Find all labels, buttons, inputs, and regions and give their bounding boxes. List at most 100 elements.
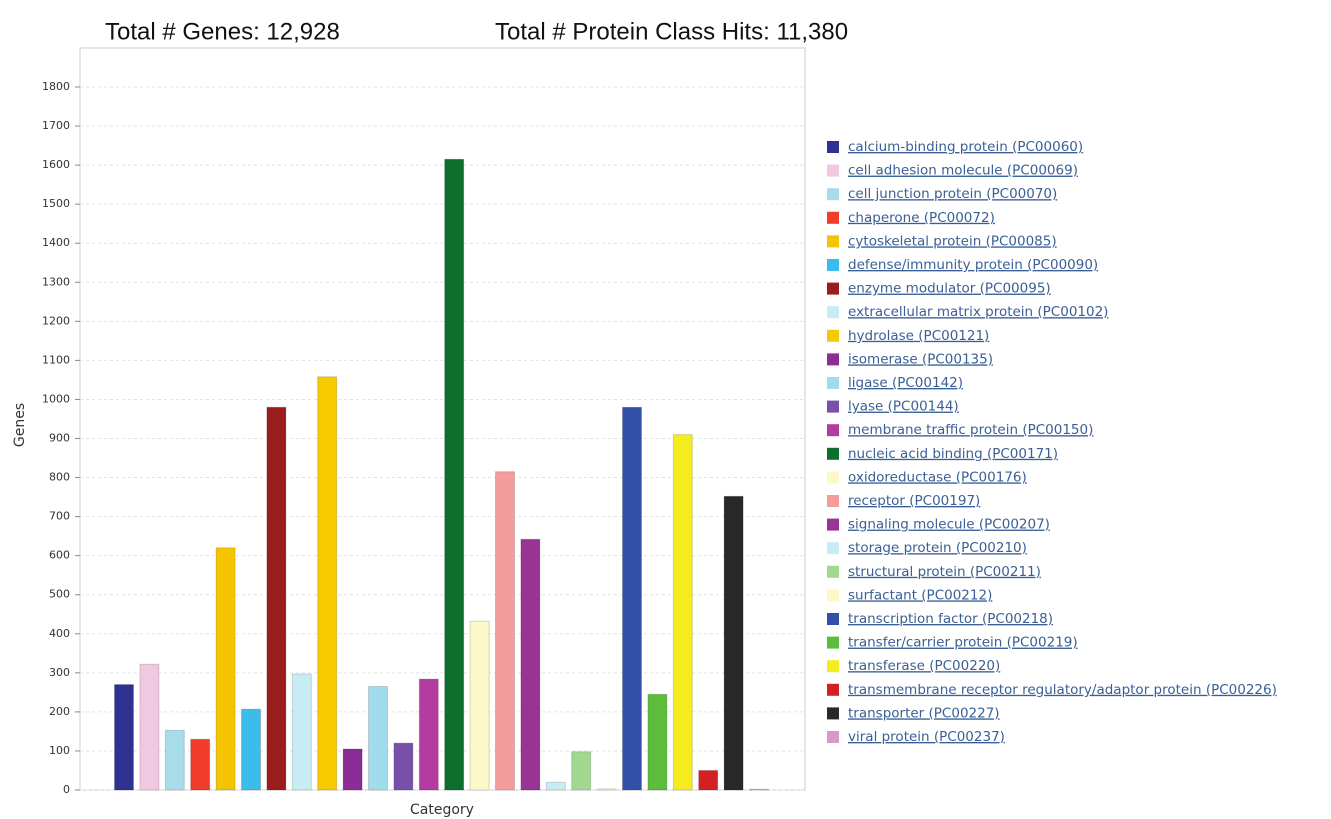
legend-swatch — [827, 542, 839, 555]
y-tick-label: 1200 — [42, 314, 70, 327]
legend-entry[interactable]: hydrolase (PC00121) — [848, 328, 989, 344]
legend-swatch — [827, 188, 839, 201]
bar — [495, 471, 515, 791]
legend-entry[interactable]: storage protein (PC00210) — [848, 540, 1027, 556]
legend-swatch — [827, 235, 839, 248]
y-tick-label: 1800 — [42, 80, 70, 93]
bar — [342, 748, 363, 791]
bar — [571, 751, 592, 791]
bar — [418, 678, 439, 791]
legend-swatch — [827, 141, 839, 153]
legend-entry[interactable]: chaperone (PC00072) — [848, 210, 995, 226]
legend-entry[interactable]: structural protein (PC00211) — [848, 564, 1041, 580]
legend-entry[interactable]: cell junction protein (PC00070) — [848, 186, 1057, 202]
bar — [749, 788, 769, 791]
y-tick-label: 1300 — [42, 275, 70, 288]
bar — [190, 738, 211, 791]
bar — [114, 684, 134, 791]
y-tick-label: 400 — [49, 627, 70, 640]
legend-swatch — [827, 495, 839, 507]
y-tick-label: 1400 — [42, 236, 70, 249]
bar — [520, 538, 541, 791]
x-axis-label: Category — [410, 802, 474, 818]
y-tick-label: 0 — [63, 783, 70, 796]
bar — [266, 406, 287, 791]
bar — [622, 406, 642, 791]
legend-entry[interactable]: transfer/carrier protein (PC00219) — [848, 635, 1078, 651]
y-tick-label: 1000 — [42, 392, 70, 405]
legend-swatch — [827, 589, 839, 602]
legend-entry[interactable]: cytoskeletal protein (PC00085) — [848, 233, 1057, 249]
legend-swatch — [827, 565, 839, 578]
legend-swatch — [827, 660, 839, 673]
bar — [368, 686, 388, 791]
legend-entry[interactable]: receptor (PC00197) — [848, 493, 980, 509]
bar — [469, 620, 490, 791]
legend-entry[interactable]: oxidoreductase (PC00176) — [848, 469, 1027, 485]
legend-swatch — [827, 259, 839, 271]
legend-entry[interactable]: calcium-binding protein (PC00060) — [848, 139, 1083, 155]
legend-swatch — [827, 329, 839, 342]
bar — [139, 663, 160, 791]
total-genes: Total # Genes: 12,928 — [105, 18, 340, 45]
y-tick-label: 500 — [49, 588, 70, 601]
y-tick-label: 1500 — [42, 197, 70, 210]
legend-entry[interactable]: enzyme modulator (PC00095) — [848, 281, 1051, 297]
plot-area — [79, 47, 806, 791]
bar — [164, 729, 185, 791]
bar — [698, 769, 719, 791]
legend-entry[interactable]: transporter (PC00227) — [848, 705, 1000, 721]
y-tick-label: 200 — [49, 705, 70, 718]
y-axis-label: Genes — [12, 403, 28, 447]
legend-swatch — [827, 164, 839, 177]
legend-swatch — [827, 424, 839, 437]
bar — [317, 376, 338, 791]
legend-swatch — [827, 707, 839, 720]
legend-swatch — [827, 282, 839, 295]
y-tick-label: 300 — [49, 666, 70, 679]
legend-swatch — [827, 683, 839, 696]
legend-entry[interactable]: signaling molecule (PC00207) — [848, 517, 1050, 533]
legend-entry[interactable]: lyase (PC00144) — [848, 399, 959, 415]
legend-swatch — [827, 447, 839, 460]
legend-swatch — [827, 613, 839, 625]
bar — [723, 495, 744, 791]
bar — [545, 781, 566, 791]
y-tick-label: 1100 — [42, 353, 70, 366]
bar — [444, 158, 465, 791]
legend-swatch — [827, 731, 839, 743]
legend-entry[interactable]: transcription factor (PC00218) — [848, 611, 1053, 627]
bar — [647, 693, 668, 791]
legend-entry[interactable]: cell adhesion molecule (PC00069) — [848, 163, 1078, 179]
legend-entry[interactable]: transmembrane receptor regulatory/adapto… — [848, 682, 1277, 698]
bar — [241, 708, 261, 791]
legend-swatch — [827, 636, 839, 649]
legend-swatch — [827, 400, 839, 413]
y-tick-label: 800 — [49, 471, 70, 484]
legend-entry[interactable]: ligase (PC00142) — [848, 375, 963, 391]
bar — [393, 742, 414, 791]
legend-entry[interactable]: membrane traffic protein (PC00150) — [848, 422, 1093, 438]
legend-swatch — [827, 471, 839, 484]
legend-swatch — [827, 306, 839, 319]
legend-entry[interactable]: viral protein (PC00237) — [848, 729, 1005, 745]
legend-entry[interactable]: extracellular matrix protein (PC00102) — [848, 304, 1108, 320]
y-tick-label: 700 — [49, 510, 70, 523]
legend-swatch — [827, 353, 839, 366]
y-tick-label: 600 — [49, 549, 70, 562]
y-tick-label: 1600 — [42, 158, 70, 171]
legend-entry[interactable]: surfactant (PC00212) — [848, 587, 992, 603]
y-tick-label: 900 — [49, 432, 70, 445]
legend-entry[interactable]: defense/immunity protein (PC00090) — [848, 257, 1098, 273]
y-tick-label: 100 — [49, 744, 70, 757]
total-hits: Total # Protein Class Hits: 11,380 — [495, 18, 848, 45]
legend-entry[interactable]: transferase (PC00220) — [848, 658, 1000, 674]
bar — [291, 673, 312, 791]
legend-entry[interactable]: isomerase (PC00135) — [848, 351, 993, 367]
bar — [672, 434, 693, 791]
y-tick-label: 1700 — [42, 119, 70, 132]
legend-entry[interactable]: nucleic acid binding (PC00171) — [848, 446, 1058, 462]
legend-swatch — [827, 211, 839, 224]
legend-swatch — [827, 518, 839, 531]
